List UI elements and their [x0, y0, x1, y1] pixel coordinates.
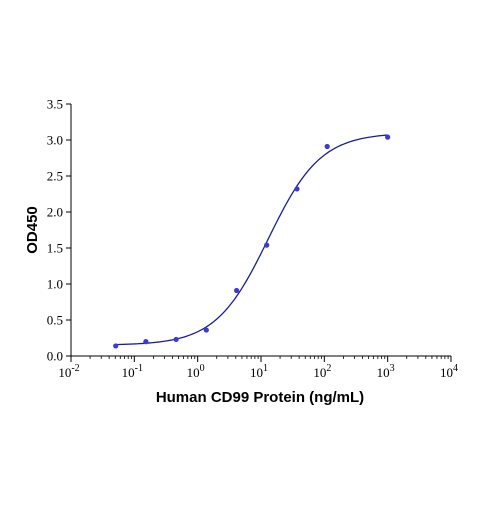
y-tick-label: 3.0 — [47, 133, 63, 148]
x-axis-title: Human CD99 Protein (ng/mL) — [156, 389, 364, 406]
y-tick-label: 2.0 — [47, 205, 63, 220]
data-point — [294, 186, 300, 192]
y-tick-label: 0.5 — [47, 313, 63, 328]
x-tick-label: 102 — [313, 363, 331, 380]
data-point — [113, 343, 119, 349]
fit-curve-layer — [115, 134, 388, 346]
x-tick-label: 103 — [377, 363, 395, 380]
y-tick-label: 0.0 — [47, 349, 63, 364]
x-tick-label: 104 — [440, 363, 458, 380]
x-tick-label: 10-1 — [122, 363, 143, 380]
fit-curve — [115, 134, 388, 346]
data-point — [173, 336, 179, 343]
x-tick-label: 100 — [187, 363, 205, 380]
data-point — [234, 287, 240, 294]
y-tick-label: 2.5 — [47, 169, 63, 184]
y-tick-label: 1.0 — [47, 277, 63, 292]
ticks: 0.0 0.5 1.0 1.5 2.0 2.5 3.0 3.5 10-2 10-1 100 101 10… — [47, 97, 458, 381]
data-point — [143, 339, 149, 345]
data-point — [324, 143, 330, 150]
data-point — [203, 327, 209, 333]
x-tick-label: 10-2 — [58, 363, 79, 380]
axes — [70, 104, 451, 357]
y-tick-label: 1.5 — [47, 241, 63, 256]
y-axis-title: OD450 — [24, 206, 41, 254]
data-point — [385, 134, 391, 140]
y-tick-label: 3.5 — [47, 97, 63, 112]
x-tick-label: 101 — [250, 363, 268, 380]
data-point — [264, 242, 270, 248]
data-points — [113, 134, 391, 349]
